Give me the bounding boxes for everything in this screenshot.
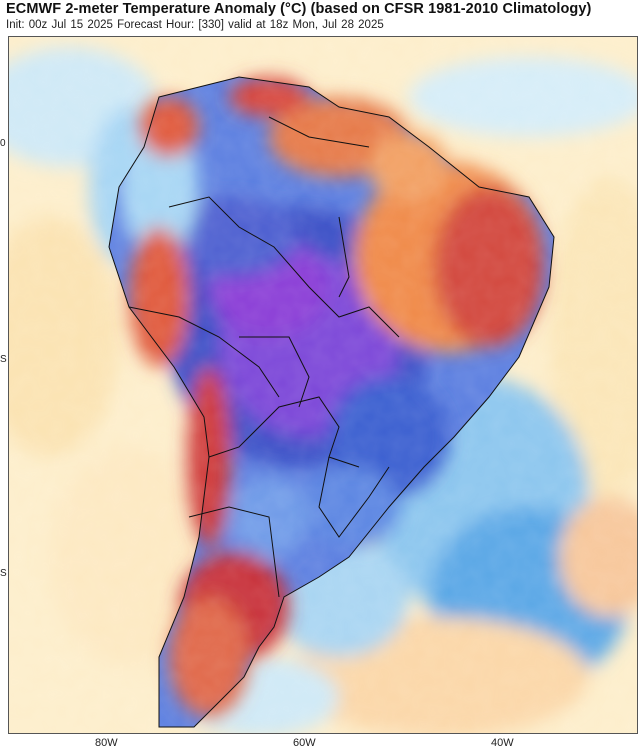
map-subtitle: Init: 00z Jul 15 2025 Forecast Hour: [33… bbox=[6, 19, 384, 31]
lat-tick-40s: S bbox=[0, 568, 7, 579]
anomaly-map-canvas bbox=[9, 37, 637, 733]
south-america-coastline bbox=[108, 76, 555, 728]
lon-label-60w: 60W bbox=[293, 737, 316, 749]
lat-tick-20s: S bbox=[0, 354, 7, 365]
anomaly-map bbox=[8, 36, 638, 734]
lon-label-80w: 80W bbox=[95, 737, 118, 749]
lat-tick-equator: 0 bbox=[0, 138, 6, 149]
continent-anomaly-field bbox=[9, 37, 637, 733]
coastline-and-borders bbox=[108, 76, 555, 728]
lon-label-40w: 40W bbox=[491, 737, 514, 749]
map-title: ECMWF 2-meter Temperature Anomaly (°C) (… bbox=[6, 1, 592, 17]
